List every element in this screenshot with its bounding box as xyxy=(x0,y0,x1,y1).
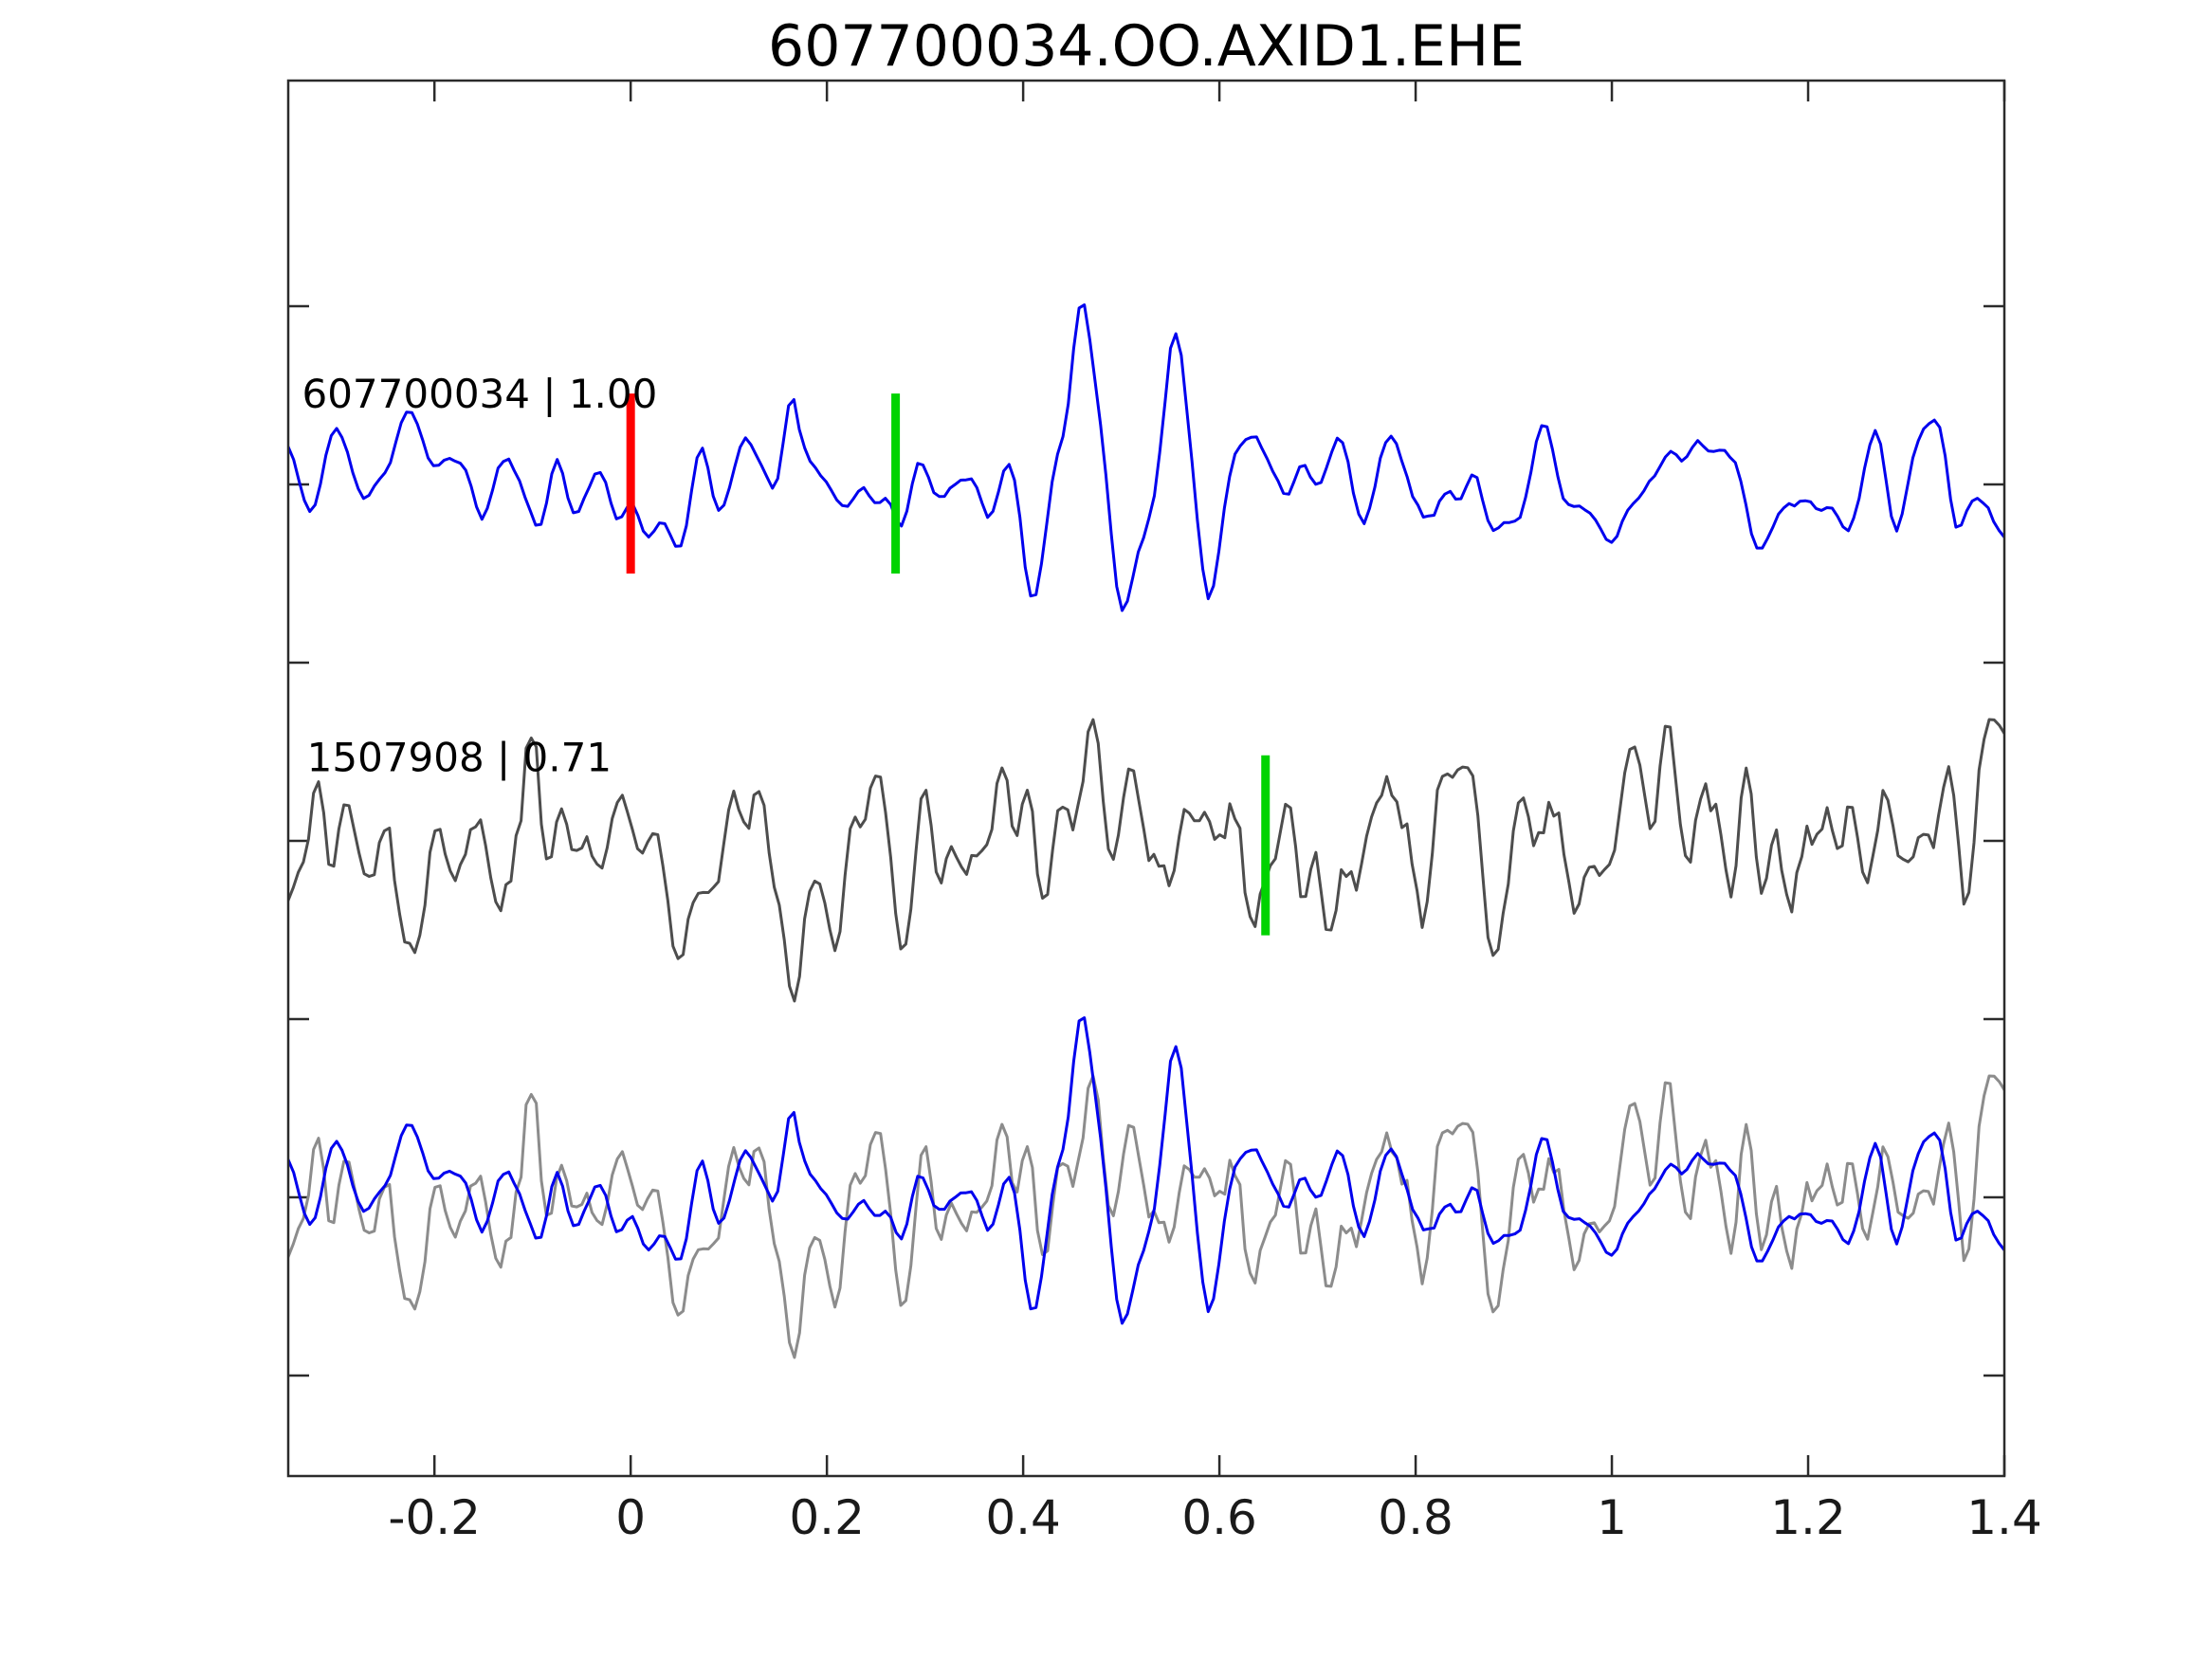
overlay-waveform-template xyxy=(288,1016,2004,1325)
overlay-waveform-detection xyxy=(288,1074,2004,1359)
x-tick-label: 0 xyxy=(615,1490,646,1545)
waveform-template xyxy=(288,303,2004,612)
trace-area xyxy=(288,303,2004,1359)
x-tick-label: 1.2 xyxy=(1770,1490,1846,1545)
x-tick-label: 0.8 xyxy=(1378,1490,1453,1545)
plot-title: 607700034.OO.AXID1.EHE xyxy=(768,13,1525,80)
x-tick-label: 1 xyxy=(1597,1490,1627,1545)
axes-frame xyxy=(286,79,2006,1478)
x-tick-label: 0.6 xyxy=(1181,1490,1257,1545)
x-tick-label: 1.4 xyxy=(1966,1490,2042,1545)
annotation-template: 607700034 | 1.00 xyxy=(302,371,657,417)
annotation-detection: 1507908 | 0.71 xyxy=(307,735,612,781)
x-tick-label: 0.2 xyxy=(789,1490,865,1545)
x-tick-label: -0.2 xyxy=(388,1490,481,1545)
x-tick-label: 0.4 xyxy=(985,1490,1061,1545)
waveform-detection xyxy=(288,718,2004,1003)
